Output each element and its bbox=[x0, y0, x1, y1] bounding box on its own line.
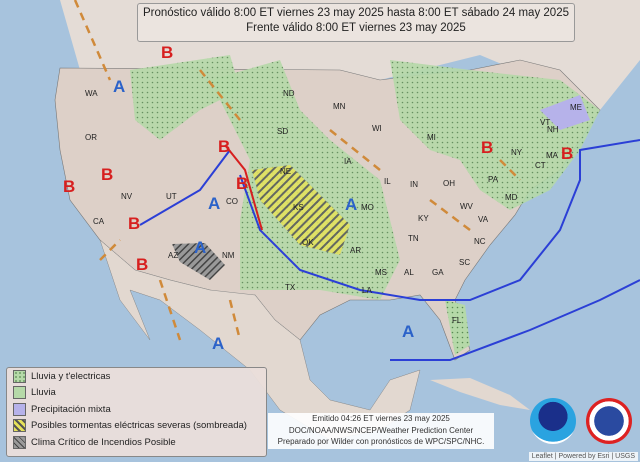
svg-text:FL: FL bbox=[452, 316, 462, 325]
svg-text:AL: AL bbox=[404, 268, 414, 277]
forecast-valid-line: Pronóstico válido 8:00 ET viernes 23 may… bbox=[138, 6, 574, 21]
svg-text:VA: VA bbox=[478, 215, 489, 224]
svg-text:IL: IL bbox=[384, 177, 391, 186]
svg-text:NE: NE bbox=[280, 167, 291, 176]
svg-text:ME: ME bbox=[570, 103, 582, 112]
prepared-by: Preparado por Wilder con pronósticos de … bbox=[268, 436, 494, 448]
issued-time: Emitido 04:26 ET viernes 23 may 2025 bbox=[268, 413, 494, 425]
legend-item-rain-thunder: Lluvia y t'electricas bbox=[7, 368, 266, 385]
legend: Lluvia y t'electricas Lluvia Precipitaci… bbox=[6, 367, 267, 457]
map-attribution[interactable]: Leaflet | Powered by Esri | USGS bbox=[529, 452, 638, 461]
svg-text:KY: KY bbox=[418, 214, 429, 223]
svg-text:ND: ND bbox=[283, 89, 295, 98]
svg-text:B: B bbox=[128, 214, 140, 233]
legend-label: Precipitación mixta bbox=[31, 404, 111, 415]
legend-label: Posibles tormentas eléctricas severas (s… bbox=[31, 420, 247, 431]
svg-text:NM: NM bbox=[222, 251, 235, 260]
rain-swatch-icon bbox=[13, 386, 26, 399]
issued-info: Emitido 04:26 ET viernes 23 may 2025 DOC… bbox=[268, 413, 494, 449]
fire-swatch-icon bbox=[13, 436, 26, 449]
svg-text:MS: MS bbox=[375, 268, 387, 277]
svg-text:VT: VT bbox=[540, 118, 550, 127]
svg-text:MD: MD bbox=[505, 193, 518, 202]
svg-text:OH: OH bbox=[443, 179, 455, 188]
svg-text:B: B bbox=[161, 43, 173, 62]
svg-text:SC: SC bbox=[459, 258, 470, 267]
svg-text:OK: OK bbox=[302, 238, 314, 247]
svg-text:A: A bbox=[402, 322, 414, 341]
cuba-land bbox=[430, 378, 530, 410]
svg-text:WA: WA bbox=[85, 89, 98, 98]
svg-text:AZ: AZ bbox=[168, 251, 178, 260]
svg-text:A: A bbox=[345, 195, 357, 214]
forecast-title: Pronóstico válido 8:00 ET viernes 23 may… bbox=[137, 3, 575, 42]
svg-text:TN: TN bbox=[408, 234, 419, 243]
severe-swatch-icon bbox=[13, 419, 26, 432]
svg-text:CO: CO bbox=[226, 197, 238, 206]
svg-text:OR: OR bbox=[85, 133, 97, 142]
svg-text:MN: MN bbox=[333, 102, 346, 111]
svg-text:B: B bbox=[218, 137, 230, 156]
svg-text:CA: CA bbox=[93, 217, 105, 226]
svg-text:A: A bbox=[212, 334, 224, 353]
svg-text:WI: WI bbox=[372, 124, 382, 133]
svg-text:TX: TX bbox=[285, 283, 296, 292]
svg-text:A: A bbox=[113, 77, 125, 96]
mixed-swatch-icon bbox=[13, 403, 26, 416]
svg-text:B: B bbox=[561, 144, 573, 163]
svg-text:A: A bbox=[208, 194, 220, 213]
issuing-agency: DOC/NOAA/NWS/NCEP/Weather Prediction Cen… bbox=[268, 425, 494, 437]
svg-text:NY: NY bbox=[511, 148, 523, 157]
svg-text:PA: PA bbox=[488, 175, 499, 184]
rain-thunder-swatch-icon bbox=[13, 370, 26, 383]
svg-text:B: B bbox=[481, 138, 493, 157]
svg-text:MA: MA bbox=[546, 151, 559, 160]
svg-text:GA: GA bbox=[432, 268, 444, 277]
legend-item-severe: Posibles tormentas eléctricas severas (s… bbox=[7, 418, 266, 435]
svg-text:KS: KS bbox=[293, 203, 304, 212]
nws-logo bbox=[586, 398, 632, 444]
svg-text:LA: LA bbox=[362, 286, 372, 295]
front-valid-line: Frente válido 8:00 ET viernes 23 may 202… bbox=[138, 21, 574, 36]
svg-text:MI: MI bbox=[427, 133, 436, 142]
svg-text:NV: NV bbox=[121, 192, 133, 201]
svg-text:AR: AR bbox=[350, 246, 361, 255]
legend-label: Lluvia y t'electricas bbox=[31, 371, 110, 382]
legend-item-fire: Clima Crítico de Incendios Posible bbox=[7, 434, 266, 451]
svg-text:SD: SD bbox=[277, 127, 288, 136]
legend-label: Lluvia bbox=[31, 387, 56, 398]
svg-text:B: B bbox=[63, 177, 75, 196]
svg-text:A: A bbox=[194, 238, 206, 257]
svg-text:IN: IN bbox=[410, 180, 418, 189]
legend-item-rain: Lluvia bbox=[7, 385, 266, 402]
svg-text:IA: IA bbox=[344, 157, 352, 166]
svg-text:NC: NC bbox=[474, 237, 486, 246]
svg-text:B: B bbox=[101, 165, 113, 184]
legend-label: Clima Crítico de Incendios Posible bbox=[31, 437, 176, 448]
noaa-logo bbox=[530, 398, 576, 444]
svg-text:MO: MO bbox=[361, 203, 374, 212]
svg-text:CT: CT bbox=[535, 161, 546, 170]
svg-text:B: B bbox=[136, 255, 148, 274]
legend-item-mixed: Precipitación mixta bbox=[7, 401, 266, 418]
svg-text:UT: UT bbox=[166, 192, 177, 201]
svg-text:WV: WV bbox=[460, 202, 474, 211]
svg-text:B: B bbox=[236, 174, 248, 193]
